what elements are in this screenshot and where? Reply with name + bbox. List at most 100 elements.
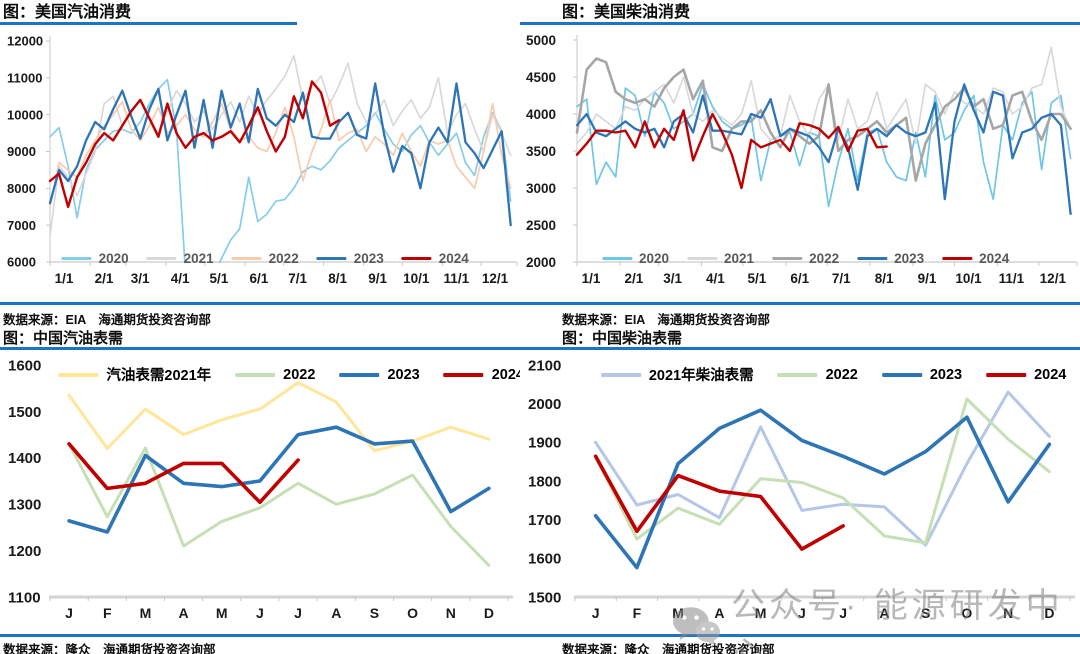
x-tick-label: 9/1 bbox=[918, 271, 937, 286]
x-tick-label: 3/1 bbox=[663, 271, 682, 286]
x-tick-label: F bbox=[103, 605, 112, 621]
legend-swatch bbox=[942, 257, 973, 260]
china-gasoline-plot: 1100 1200 1300 1400 1500 1600 J F M A M J J A S O N D bbox=[8, 357, 513, 621]
legend-item-2023: 2023 bbox=[316, 251, 384, 266]
china-diesel-chart: 1500 1600 1700 1800 1900 2000 2100 J F M A M J J A S O N D… bbox=[520, 350, 1080, 634]
x-tick-label: 4/1 bbox=[706, 271, 725, 286]
x-tick-label: A bbox=[714, 605, 724, 621]
x-tick-label: 1/1 bbox=[582, 271, 601, 286]
y-tick-label: 2500 bbox=[526, 218, 556, 233]
x-tick-label: F bbox=[633, 605, 642, 621]
x-tick-label: 7/1 bbox=[288, 271, 307, 286]
legend-label: 2021 bbox=[183, 251, 214, 266]
x-tick-label: N bbox=[1003, 605, 1013, 621]
legend-item-2021: 2021 bbox=[146, 251, 214, 266]
x-tick-label: J bbox=[256, 605, 264, 621]
y-tick-label: 2000 bbox=[526, 255, 556, 270]
legend-item-2022: 2022 bbox=[772, 251, 839, 266]
y-tick-label: 1400 bbox=[8, 450, 41, 467]
y-tick-label: 3000 bbox=[526, 181, 556, 196]
legend-label: 2022 bbox=[268, 251, 299, 266]
series-line-2021 bbox=[576, 46, 1072, 145]
y-tick-label: 3500 bbox=[526, 144, 556, 159]
series-line-2021年柴油表需 bbox=[594, 390, 1051, 547]
legend-label: 2021 bbox=[724, 251, 755, 266]
legend-swatch bbox=[61, 257, 92, 260]
chart-title-china-diesel: 图：中国柴油表需 bbox=[562, 330, 683, 347]
legend-item-2021: 2021 bbox=[687, 251, 754, 266]
x-tick-label: 2/1 bbox=[95, 271, 114, 286]
y-tick-label: 4000 bbox=[526, 107, 556, 122]
x-tick-label: 1/1 bbox=[55, 271, 74, 286]
y-tick-label: 1100 bbox=[8, 589, 41, 606]
x-tick-label: A bbox=[879, 605, 889, 621]
y-tick-label: 1200 bbox=[8, 543, 41, 560]
x-tick-label: M bbox=[140, 605, 152, 621]
y-tick-label: 1600 bbox=[528, 551, 561, 568]
section-divider bbox=[0, 302, 520, 305]
y-tick-label: 10000 bbox=[7, 107, 43, 122]
china-diesel-plot: 1500 1600 1700 1800 1900 2000 2100 J F M A M J J A S O N D bbox=[528, 357, 1075, 621]
source-china-gasoline: 数据来源：隆众 海通期货投资咨询部 bbox=[3, 643, 216, 654]
china-gasoline-chart: 1100 1200 1300 1400 1500 1600 J F M A M J J A S O N D 汽油表… bbox=[0, 350, 520, 634]
legend-swatch bbox=[986, 372, 1027, 377]
legend-item-2023: 2023 bbox=[339, 367, 420, 383]
legend-swatch bbox=[339, 372, 380, 377]
x-tick-label: D bbox=[1044, 605, 1054, 621]
x-tick-label: S bbox=[370, 605, 379, 621]
legend-label: 2020 bbox=[98, 251, 129, 266]
source-us-diesel: 数据来源：EIA 海通期货投资咨询部 bbox=[562, 313, 770, 327]
chart-title-us-gasoline: 图：美国汽油消费 bbox=[3, 4, 132, 21]
series-line-2023 bbox=[67, 425, 491, 534]
legend-item-2024: 2024 bbox=[942, 251, 1009, 266]
title-underline bbox=[0, 347, 520, 350]
legend-label: 2023 bbox=[929, 366, 963, 383]
legend-label: 2024 bbox=[1034, 366, 1067, 383]
legend-china-diesel: 2021年柴油表需 2022 2023 2024 bbox=[589, 364, 1079, 385]
legend-swatch bbox=[401, 257, 432, 260]
x-tick-label: 5/1 bbox=[209, 271, 228, 286]
series-line-2024 bbox=[48, 80, 341, 209]
legend-label: 2024 bbox=[979, 251, 1010, 266]
y-tick-label: 5000 bbox=[526, 33, 556, 48]
source-us-gasoline: 数据来源：EIA 海通期货投资咨询部 bbox=[3, 313, 211, 327]
x-tick-label: J bbox=[592, 605, 600, 621]
series-line-2022 bbox=[575, 57, 1072, 182]
x-tick-label: J bbox=[798, 605, 806, 621]
y-tick-label: 9000 bbox=[7, 144, 36, 159]
chart-title-china-gasoline: 图：中国汽油表需 bbox=[3, 330, 124, 347]
legend-item-2021年柴油表需: 2021年柴油表需 bbox=[600, 364, 754, 385]
x-tick-label: 8/1 bbox=[328, 271, 347, 286]
source-china-diesel: 数据来源：隆众 海通期货投资咨询部 bbox=[562, 643, 775, 654]
legend-label: 2023 bbox=[894, 251, 925, 266]
x-tick-label: O bbox=[961, 605, 972, 621]
legend-label: 2021年柴油表需 bbox=[648, 368, 754, 384]
y-tick-label: 1700 bbox=[528, 512, 561, 529]
legend-swatch bbox=[777, 372, 818, 377]
x-tick-label: A bbox=[179, 605, 189, 621]
chart-title-us-diesel: 图：美国柴油消费 bbox=[562, 4, 691, 21]
y-tick-label: 1300 bbox=[8, 497, 41, 514]
legend-item-2022: 2022 bbox=[235, 367, 315, 383]
x-tick-label: M bbox=[755, 605, 767, 621]
y-tick-label: 7000 bbox=[7, 218, 36, 233]
legend-item-2020: 2020 bbox=[61, 251, 129, 266]
series-line-2024 bbox=[575, 109, 888, 190]
panel-china-gasoline: 图：中国汽油表需 1100 1200 1300 1400 1500 1600 J F M A M J J… bbox=[0, 327, 520, 654]
legend-us-diesel: 2020 2021 2022 2023 2024 bbox=[593, 251, 1018, 266]
series-line-2023 bbox=[48, 82, 512, 227]
legend-swatch bbox=[600, 372, 641, 377]
y-tick-label: 1600 bbox=[8, 357, 41, 374]
x-tick-label: 5/1 bbox=[748, 271, 767, 286]
x-tick-label: 11/1 bbox=[444, 271, 470, 286]
legend-label: 2023 bbox=[353, 251, 384, 266]
legend-us-gasoline: 2020 2021 2022 2023 2024 bbox=[53, 251, 478, 266]
x-tick-label: 4/1 bbox=[171, 271, 190, 286]
y-tick-label: 4500 bbox=[526, 70, 556, 85]
x-tick-label: J bbox=[294, 605, 302, 621]
panel-us-gasoline: 图：美国汽油消费 6000 7000 8000 9000 10000 11000 12000… bbox=[0, 0, 520, 327]
x-tick-label: 7/1 bbox=[832, 271, 851, 286]
legend-label: 2022 bbox=[283, 366, 316, 383]
x-tick-label: D bbox=[484, 605, 494, 621]
